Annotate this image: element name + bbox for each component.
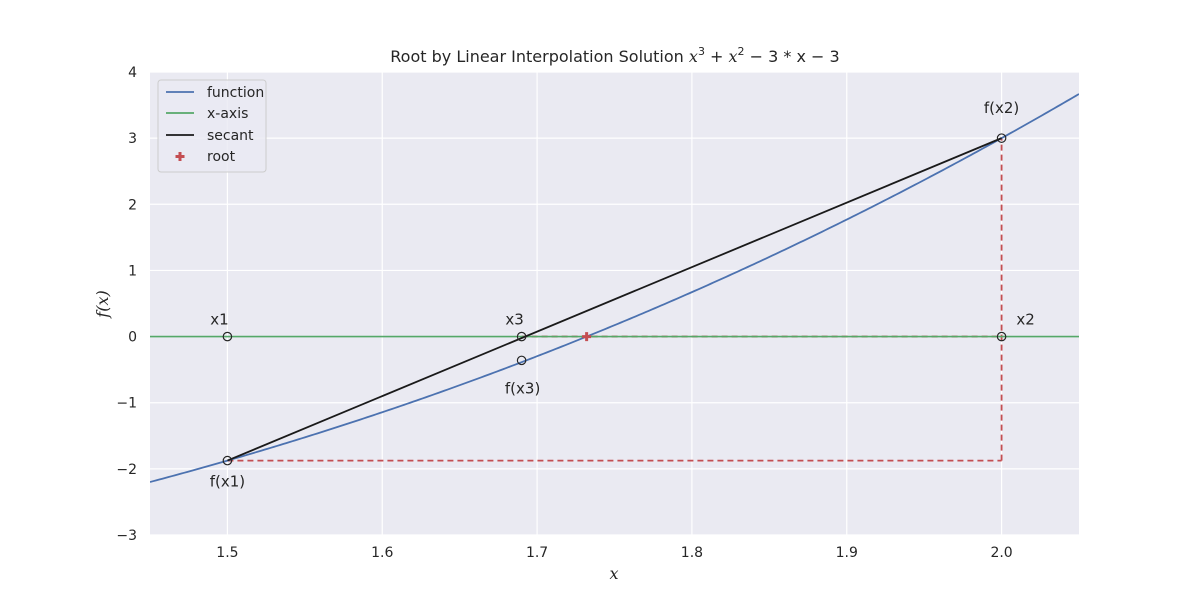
y-tick-label: 0: [128, 330, 137, 346]
point-label-fx2: f(x2): [984, 99, 1019, 117]
point-label-fx1: f(x1): [210, 473, 245, 491]
point-marker-x3: [516, 331, 527, 342]
x-tick-label: 1.9: [836, 545, 858, 561]
legend-secant-label: secant: [207, 128, 254, 144]
y-tick-label: −3: [116, 528, 137, 544]
point-label-x2: x2: [1016, 311, 1034, 329]
marker-layer: [222, 133, 1007, 466]
y-tick-label: 1: [128, 263, 137, 279]
x-tick-label: 1.5: [216, 545, 238, 561]
point-label-fx3: f(x3): [505, 379, 540, 397]
data-layer: [150, 93, 1079, 483]
point-marker-x2: [996, 331, 1007, 342]
x-tick-labels: 1.5 1.6 1.7 1.8 1.9 2.0: [216, 545, 1012, 561]
point-marker-fx1: [222, 455, 233, 466]
x-tick-label: 2.0: [990, 545, 1012, 561]
legend-xaxis-label: x-axis: [207, 106, 248, 122]
legend-box: [157, 79, 267, 173]
x-tick-label: 1.7: [526, 545, 548, 561]
y-tick-label: 4: [128, 65, 137, 81]
function-curve: [150, 93, 1079, 483]
y-tick-label: −2: [116, 462, 137, 478]
legend-root-label: root: [207, 149, 236, 165]
y-tick-label: 3: [128, 131, 137, 147]
point-marker-x1: [222, 331, 233, 342]
x-tick-label: 1.8: [681, 545, 703, 561]
point-label-x3: x3: [505, 311, 523, 329]
point-label-x1: x1: [210, 311, 228, 329]
y-tick-labels: −3 −2 −1 0 1 2 3 4: [116, 65, 137, 544]
x-axis-label: x: [609, 564, 618, 583]
point-marker-fx2: [996, 133, 1007, 143]
chart-title: Root by Linear Interpolation Solution x3…: [390, 45, 839, 66]
x-tick-label: 1.6: [371, 545, 393, 561]
plot-background: [150, 72, 1079, 535]
y-tick-label: 2: [128, 197, 137, 213]
legend-function-label: function: [207, 85, 264, 101]
root-marker: [582, 332, 592, 342]
legend-root-marker: [175, 152, 185, 161]
point-marker-fx3: [516, 355, 527, 366]
y-tick-label: −1: [116, 396, 137, 412]
point-annotations: x1 f(x1) x2 f(x2) x3 f(x3): [210, 99, 1035, 490]
legend: function x-axis secant root: [157, 79, 267, 173]
secant-line: [227, 137, 1002, 462]
y-axis-label: f(x): [93, 290, 112, 318]
